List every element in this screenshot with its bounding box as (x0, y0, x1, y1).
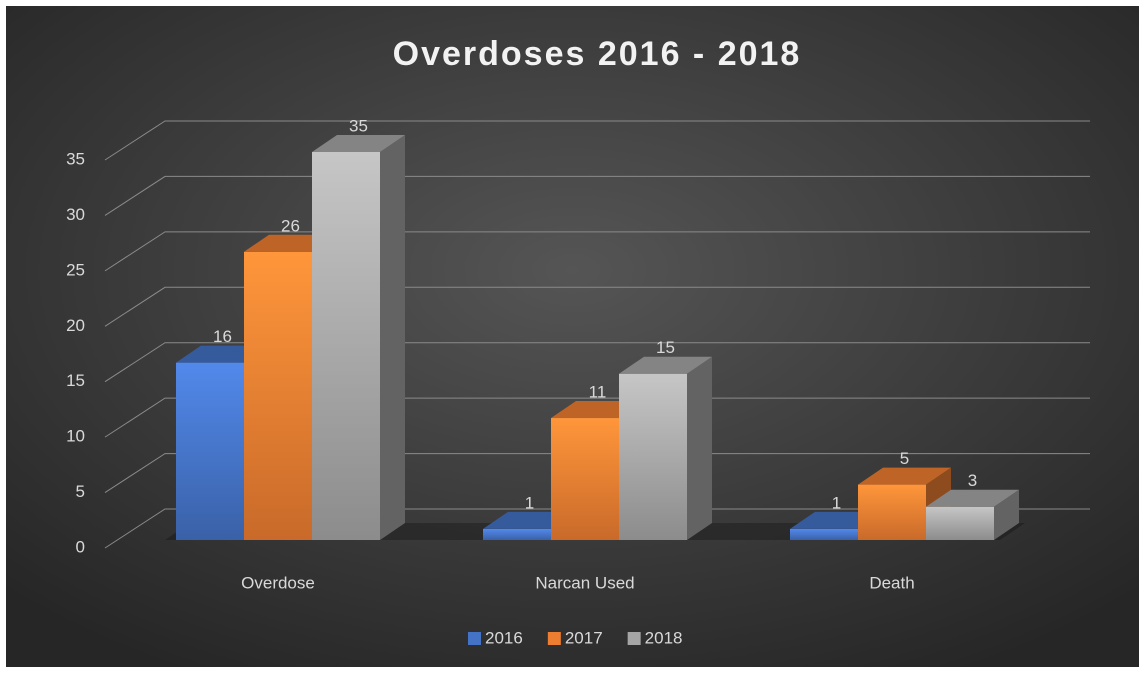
data-label: 5 (900, 449, 909, 468)
y-tick-label: 35 (66, 149, 85, 168)
legend-label: 2018 (645, 628, 683, 647)
y-tick-label: 20 (66, 316, 85, 335)
bar (312, 152, 380, 540)
data-label: 15 (656, 338, 675, 357)
data-label: 1 (832, 493, 841, 512)
y-tick-label: 10 (66, 427, 85, 446)
y-tick-label: 30 (66, 205, 85, 224)
bar (619, 373, 687, 540)
x-tick-label: Overdose (241, 573, 315, 592)
grid-line (104, 397, 1090, 438)
legend-label: 2017 (565, 628, 603, 647)
bar (926, 506, 994, 540)
data-label: 11 (589, 383, 607, 402)
bar (790, 528, 858, 540)
data-label: 16 (213, 327, 232, 346)
grid-line (104, 231, 1090, 272)
bar-top (619, 356, 712, 374)
grid-line (104, 453, 1090, 493)
legend-label: 2016 (485, 628, 523, 647)
data-label: 35 (349, 116, 368, 135)
data-label: 1 (525, 493, 534, 512)
data-label: 26 (281, 216, 300, 235)
bar (858, 484, 926, 540)
x-tick-label: Narcan Used (535, 573, 634, 592)
bar (483, 528, 551, 540)
y-tick-label: 0 (76, 537, 85, 556)
y-tick-label: 15 (66, 371, 85, 390)
legend-swatch (468, 632, 481, 645)
chart-title: Overdoses 2016 - 2018 (393, 35, 802, 73)
y-tick-label: 5 (76, 482, 85, 501)
bar-top (926, 489, 1019, 507)
bar-side (994, 489, 1019, 540)
bar-side (687, 356, 712, 540)
y-tick-label: 25 (66, 260, 85, 279)
bar-top (858, 467, 951, 485)
legend-swatch (547, 632, 561, 645)
bar (551, 418, 619, 540)
bar-side (380, 135, 405, 540)
grid-line (104, 120, 1090, 161)
bar-top (312, 135, 405, 152)
grid-line (104, 508, 1090, 549)
bar (244, 251, 312, 540)
grid-line (104, 342, 1090, 383)
x-tick-label: Death (869, 573, 914, 592)
legend-swatch (627, 632, 641, 645)
data-label: 3 (968, 471, 977, 490)
chart-background (6, 6, 1139, 667)
bar (176, 362, 244, 540)
grid-line (104, 175, 1090, 216)
grid-line (104, 286, 1090, 327)
